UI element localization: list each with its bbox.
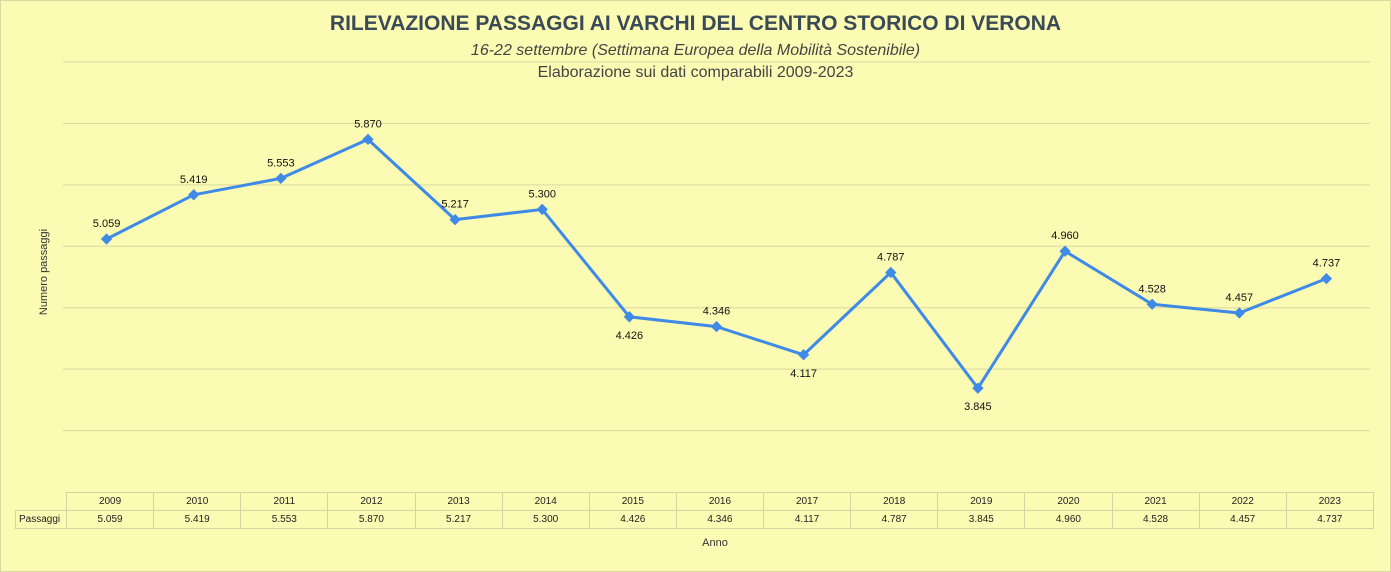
data-table-value-2016: 4.346: [675, 510, 765, 529]
data-table-value-2015: 4.426: [588, 510, 677, 529]
chart-subtitle: 16-22 settembre (Settimana Europea della…: [470, 42, 921, 59]
data-table-value-2020: 4.960: [1024, 510, 1113, 529]
data-label-2023: 4.737: [1313, 258, 1341, 270]
data-point-2015: [623, 311, 636, 323]
x-axis-label: Anno: [702, 537, 728, 549]
data-table-year-2013: 2013: [414, 492, 503, 511]
data-table-value-2009: 5.059: [65, 510, 155, 529]
data-table-value-2018: 4.787: [850, 510, 939, 529]
data-table-corner: [15, 492, 67, 511]
data-label-2017: 4.117: [790, 368, 817, 380]
data-table-year-2015: 2015: [588, 492, 677, 511]
data-label-2018: 4.787: [877, 251, 905, 263]
data-table-values-row: Passaggi 5.059 5.419 5.553 5.870 5.217 5.300 4.…: [15, 510, 1374, 529]
data-table-value-2011: 5.553: [240, 510, 329, 529]
data-point-2020: [1059, 245, 1071, 257]
data-table-year-2011: 2011: [240, 492, 329, 511]
data-point-2021: [1146, 298, 1158, 310]
data-label-2010: 5.419: [180, 174, 208, 186]
series-line-passaggi: [105, 137, 1327, 390]
data-table-year-2016: 2016: [675, 492, 765, 511]
data-table-year-2021: 2021: [1111, 492, 1200, 511]
data-table-year-2022: 2022: [1198, 492, 1287, 511]
data-point-2023: [1320, 272, 1333, 285]
data-label-2012: 5.870: [354, 118, 382, 130]
data-label-2009: 5.059: [93, 218, 121, 230]
data-table-year-2023: 2023: [1285, 492, 1374, 511]
chart-title: RILEVAZIONE PASSAGGI AI VARCHI DEL CENTR…: [329, 12, 1062, 35]
data-label-2022: 4.457: [1226, 292, 1254, 304]
data-label-2015: 4.426: [616, 330, 644, 342]
data-table-header-row: 2009 2010 2011 2012 2013 2014 2015 2016 2017 2018…: [15, 492, 1374, 511]
data-label-2011: 5.553: [267, 157, 295, 169]
data-table-year-2018: 2018: [850, 492, 939, 511]
data-label-2019: 3.845: [964, 401, 992, 413]
data-point-2017: [797, 349, 810, 361]
data-label-2014: 5.300: [528, 188, 556, 200]
data-point-2010: [188, 189, 200, 201]
data-point-2018: [885, 266, 897, 279]
data-table-year-2010: 2010: [153, 492, 242, 511]
data-point-2014: [536, 203, 548, 216]
data-point-2019: [972, 382, 984, 394]
data-table-year-2014: 2014: [501, 492, 590, 511]
data-table-value-2023: 4.737: [1285, 510, 1374, 529]
data-table-year-2019: 2019: [937, 492, 1026, 511]
data-point-2022: [1233, 307, 1245, 319]
data-table-year-2009: 2009: [65, 492, 155, 511]
data-label-2016: 4.346: [703, 306, 731, 318]
data-label-2020: 4.960: [1051, 230, 1079, 242]
data-table-year-2012: 2012: [327, 492, 416, 511]
data-table-year-2020: 2020: [1024, 492, 1113, 511]
y-axis-label: Numero passaggi: [38, 228, 50, 316]
data-table-series-name: Passaggi: [15, 510, 67, 529]
data-table-value-2019: 3.845: [937, 510, 1026, 529]
data-table-value-2022: 4.457: [1198, 510, 1287, 529]
data-point-2009: [100, 233, 113, 245]
data-table-value-2014: 5.300: [501, 510, 590, 529]
data-table-value-2013: 5.217: [414, 510, 503, 529]
chart-subtitle-2: Elaborazione sui dati comparabili 2009-2…: [537, 64, 854, 81]
data-table-value-2017: 4.117: [762, 510, 852, 529]
data-point-2012: [362, 133, 374, 146]
data-table-value-2021: 4.528: [1111, 510, 1200, 529]
data-point-2016: [710, 320, 723, 333]
data-table-year-2017: 2017: [762, 492, 852, 511]
data-table-value-2012: 5.870: [327, 510, 416, 529]
data-label-2013: 5.217: [441, 199, 469, 211]
data-label-2021: 4.528: [1138, 283, 1166, 295]
data-point-2011: [275, 172, 287, 185]
data-table: 2009 2010 2011 2012 2013 2014 2015 2016 2017 2018…: [15, 492, 1374, 529]
data-point-2013: [449, 213, 461, 226]
data-table-value-2010: 5.419: [153, 510, 242, 529]
